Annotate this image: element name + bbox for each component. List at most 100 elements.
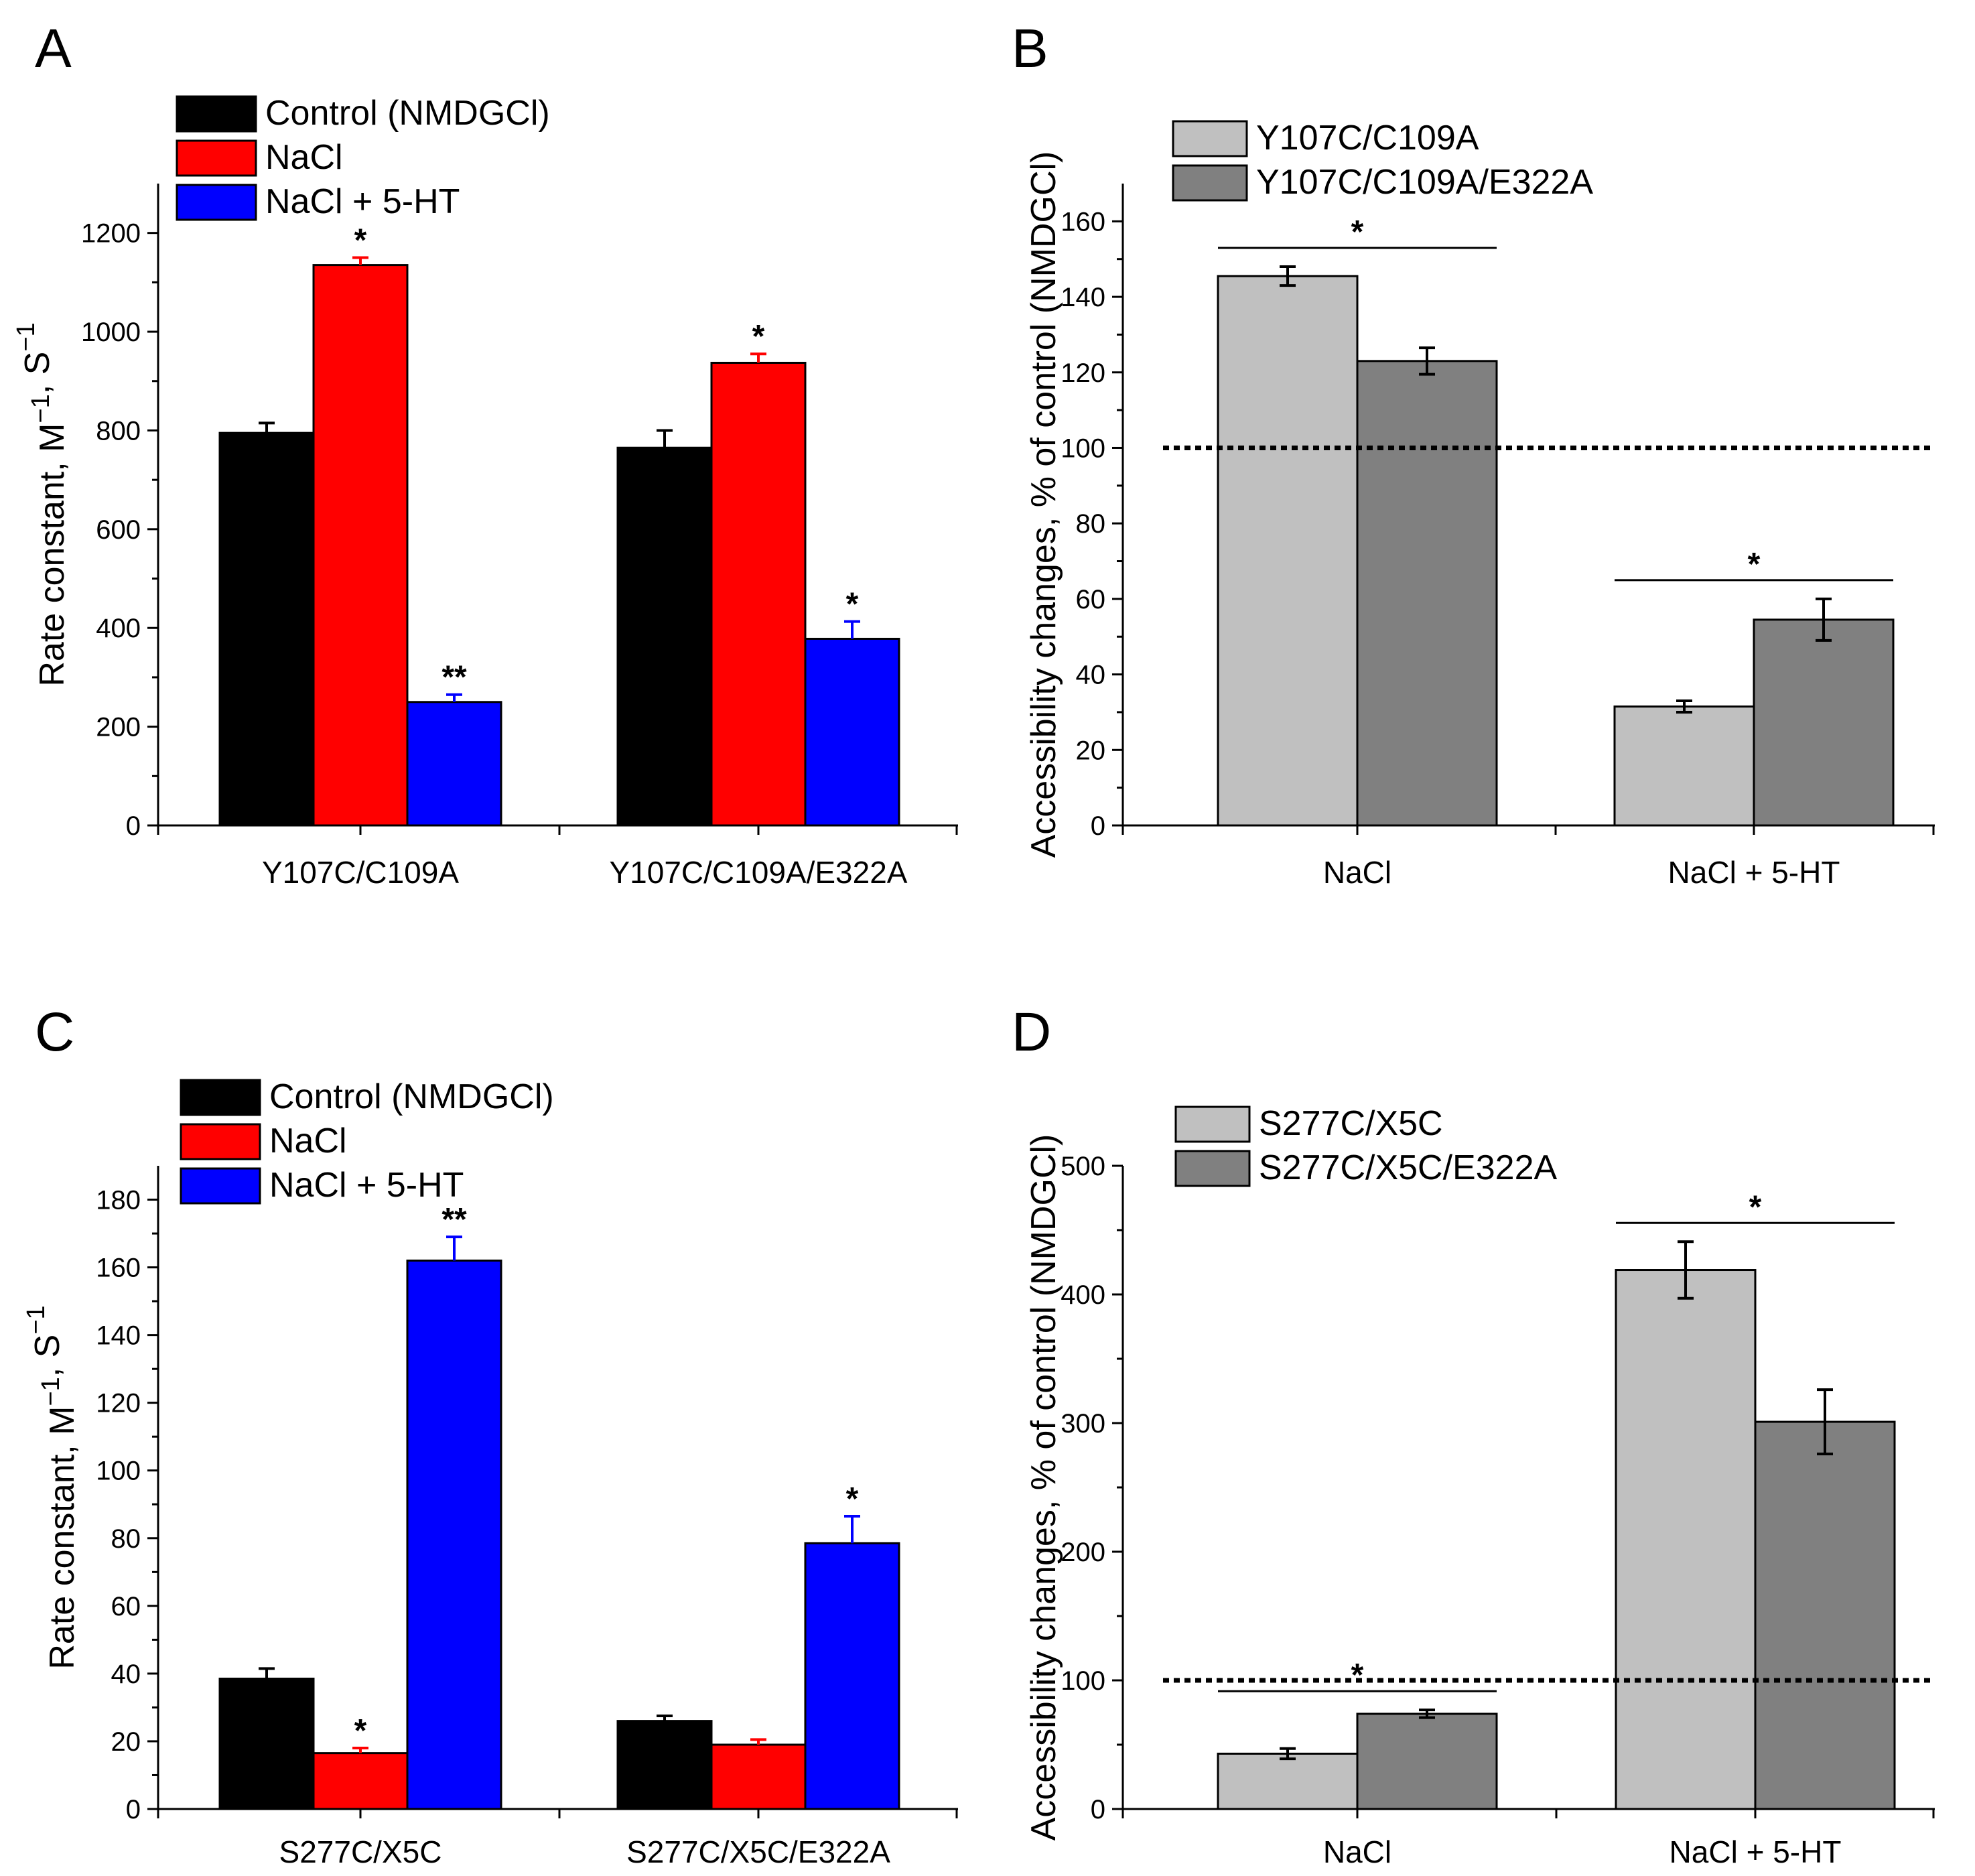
- x-category-label: Y107C/C109A/E322A: [610, 855, 908, 890]
- y-axis-title-superscript: −1: [27, 394, 55, 423]
- bar-d-s1-c0: [1356, 1713, 1498, 1810]
- y-tick-label: 60: [111, 1592, 141, 1621]
- significance-star: *: [354, 223, 367, 259]
- y-axis-title-part: Rate constant, M: [33, 423, 72, 687]
- y-tick-label: 0: [1091, 1795, 1105, 1824]
- bar-c-s1-c0: [312, 1752, 409, 1810]
- y-axis-title: Rate constant, M−1, S−1: [22, 1305, 82, 1669]
- y-tick-label: 100: [96, 1457, 141, 1486]
- panel-d: D * * 0 100 200 300 400 500 NaCl NaCl + 5-HT Access…: [1012, 1002, 1935, 1869]
- x-category-label: S277C/X5C: [279, 1834, 442, 1869]
- y-axis-title: Accessibility changes, % of control (NMD…: [1024, 1134, 1063, 1841]
- bar-b-s1-c0: [1356, 360, 1498, 827]
- bar-c-s1-c1: [710, 1743, 807, 1810]
- significance-star: *: [1749, 1189, 1762, 1225]
- bar-a-s1-c1: [710, 362, 807, 827]
- y-tick-label: 1000: [81, 318, 141, 347]
- y-tick-label: 140: [1061, 283, 1105, 312]
- bar-d-s1-c1: [1754, 1420, 1896, 1810]
- legend-label: NaCl: [265, 138, 343, 177]
- y-tick-label: 160: [96, 1254, 141, 1283]
- x-category-label: Y107C/C109A: [262, 855, 459, 890]
- legend-swatch: [1174, 1106, 1251, 1143]
- legend-swatch: [1172, 164, 1248, 202]
- panel-letter: A: [35, 18, 72, 79]
- bar-a-s1-c0: [312, 264, 409, 827]
- bar-b-s1-c1: [1753, 618, 1895, 827]
- panel-b: B * * 0 20 40 60 80 100 120 140 160 NaCl NaCl + 5-HT A…: [1012, 18, 1935, 890]
- legend-swatch: [180, 1123, 261, 1160]
- legend-label: S277C/X5C/E322A: [1259, 1148, 1557, 1187]
- bar-c-s2-c0: [406, 1259, 502, 1810]
- y-tick-label: 140: [96, 1321, 141, 1351]
- y-tick-label: 400: [96, 614, 141, 643]
- x-category-label: NaCl: [1323, 1834, 1391, 1869]
- y-axis-title-superscript: −1: [12, 322, 40, 351]
- y-tick-label: 600: [96, 515, 141, 545]
- y-axis-title: Rate constant, M−1, S−1: [12, 322, 72, 686]
- y-tick-label: 60: [1076, 585, 1106, 614]
- panel-letter: D: [1012, 1002, 1051, 1063]
- y-tick-label: 0: [1091, 811, 1105, 841]
- y-tick-label: 80: [1076, 509, 1106, 539]
- bar-b-s0-c1: [1613, 705, 1755, 827]
- bar-b-s0-c0: [1217, 275, 1359, 827]
- y-tick-label: 40: [1076, 661, 1106, 690]
- legend-swatch: [176, 139, 257, 177]
- y-tick-label: 400: [1061, 1280, 1105, 1310]
- y-tick-label: 300: [1061, 1409, 1105, 1438]
- y-tick-label: 200: [96, 713, 141, 742]
- bar-d-s0-c1: [1615, 1269, 1757, 1810]
- bar-c-s2-c1: [804, 1542, 900, 1810]
- legend-swatch: [1172, 120, 1248, 157]
- legend-swatch: [176, 95, 257, 133]
- y-tick-label: 100: [1061, 1666, 1105, 1696]
- x-category-label: NaCl + 5-HT: [1668, 855, 1840, 890]
- bar-a-s0-c1: [616, 446, 713, 827]
- significance-star: **: [441, 1202, 467, 1237]
- y-tick-label: 100: [1061, 433, 1105, 463]
- legend-label: NaCl: [269, 1122, 347, 1160]
- significance-star: **: [441, 660, 467, 695]
- y-axis-title-part: , S: [18, 352, 57, 395]
- y-tick-label: 120: [1061, 358, 1105, 388]
- y-tick-label: 0: [126, 811, 141, 841]
- bar-d-s0-c0: [1217, 1752, 1359, 1810]
- x-category-label: S277C/X5C/E322A: [626, 1834, 890, 1869]
- significance-star: *: [846, 587, 859, 622]
- bar-c-s0-c1: [616, 1720, 713, 1810]
- y-tick-label: 120: [96, 1389, 141, 1418]
- significance-star: *: [1748, 547, 1761, 582]
- legend-label: NaCl + 5-HT: [269, 1166, 464, 1205]
- y-axis-title: Accessibility changes, % of control (NMD…: [1024, 151, 1063, 858]
- y-tick-label: 800: [96, 416, 141, 446]
- y-tick-label: 80: [111, 1524, 141, 1554]
- legend-label: Control (NMDGCl): [265, 94, 550, 133]
- legend-label: S277C/X5C: [1259, 1104, 1443, 1143]
- legend-label: Y107C/C109A: [1256, 119, 1479, 157]
- bar-a-s2-c0: [406, 701, 502, 827]
- y-tick-label: 500: [1061, 1152, 1105, 1181]
- legend-swatch: [180, 1079, 261, 1116]
- y-axis-title-part: , S: [28, 1335, 67, 1378]
- x-category-label: NaCl: [1323, 855, 1391, 890]
- y-tick-label: 1200: [81, 219, 141, 249]
- y-axis-title-superscript: −1: [22, 1305, 50, 1334]
- significance-star: *: [1351, 214, 1364, 250]
- y-axis-title-part: Rate constant, M: [43, 1406, 82, 1670]
- legend-label: NaCl + 5-HT: [265, 182, 460, 221]
- bar-a-s0-c0: [218, 431, 315, 827]
- y-tick-label: 0: [126, 1795, 141, 1824]
- y-axis-title-superscript: −1: [37, 1377, 65, 1406]
- y-tick-label: 160: [1061, 207, 1105, 237]
- x-category-label: NaCl + 5-HT: [1670, 1834, 1842, 1869]
- y-tick-label: 180: [96, 1186, 141, 1215]
- y-tick-label: 20: [1076, 736, 1106, 765]
- bar-a-s2-c1: [804, 637, 900, 827]
- significance-star: *: [846, 1481, 859, 1517]
- panel-letter: B: [1012, 18, 1048, 79]
- y-tick-label: 40: [111, 1660, 141, 1689]
